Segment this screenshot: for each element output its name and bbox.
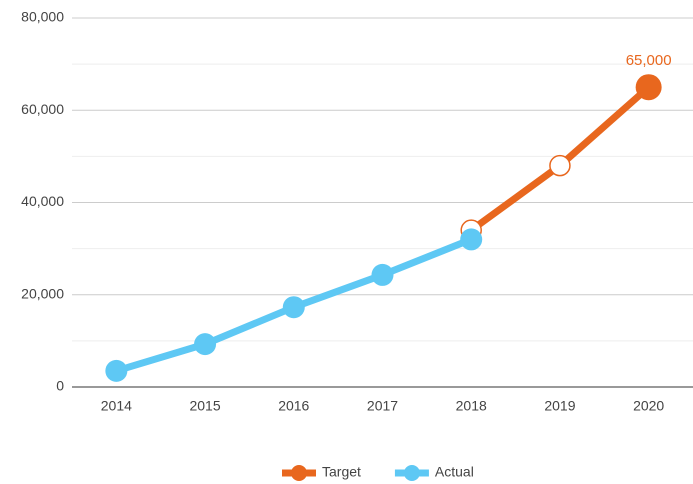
y-tick-label: 80,000 <box>21 9 64 25</box>
x-tick-label: 2016 <box>278 398 309 414</box>
y-tick-label: 20,000 <box>21 285 64 301</box>
x-tick-label: 2017 <box>367 398 398 414</box>
x-tick-label: 2019 <box>544 398 575 414</box>
x-tick-label: 2018 <box>456 398 487 414</box>
x-tick-label: 2015 <box>189 398 220 414</box>
legend-label: Target <box>322 464 361 480</box>
y-tick-label: 40,000 <box>21 193 64 209</box>
y-tick-label: 0 <box>56 378 64 394</box>
legend-marker <box>291 465 307 481</box>
point <box>549 154 571 177</box>
point <box>194 333 217 356</box>
point <box>635 74 662 101</box>
x-tick-label: 2014 <box>101 398 132 414</box>
y-tick-label: 60,000 <box>21 101 64 117</box>
legend-label: Actual <box>435 464 474 480</box>
x-tick-label: 2020 <box>633 398 664 414</box>
point <box>282 296 305 319</box>
point <box>371 263 394 286</box>
legend-marker <box>403 465 420 481</box>
point <box>105 359 128 382</box>
point <box>460 228 483 251</box>
data-label: 65,000 <box>626 52 672 69</box>
